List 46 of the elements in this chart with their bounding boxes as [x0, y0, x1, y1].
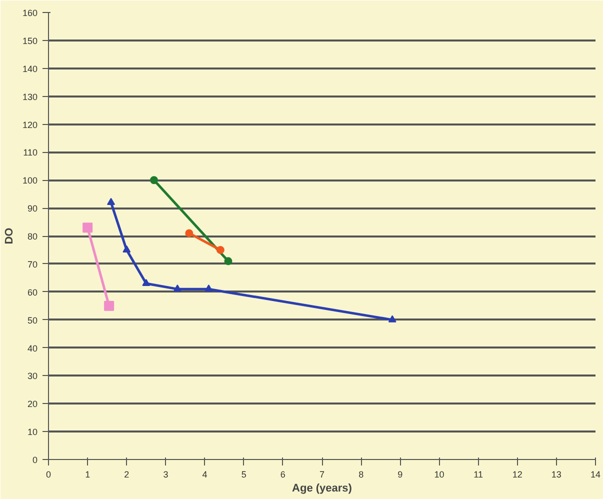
x-tick-label: 9: [398, 470, 403, 480]
y-axis-title: DO: [3, 227, 16, 244]
y-tick-label: 0: [32, 455, 38, 465]
x-tick-label: 10: [434, 470, 444, 480]
point: [224, 257, 232, 266]
y-tick-label: 20: [27, 399, 38, 410]
point: [82, 222, 93, 233]
x-tick-label: 12: [512, 470, 522, 480]
x-tick-label: 3: [163, 470, 168, 480]
x-tick-label: 8: [358, 470, 364, 480]
x-tick-label: 13: [551, 470, 562, 480]
y-tick-label: 90: [27, 204, 38, 214]
y-tick-label: 80: [27, 232, 38, 242]
x-tick-label: 11: [474, 470, 483, 480]
y-tick-label: 30: [27, 371, 38, 382]
point: [216, 246, 224, 254]
y-tick-label: 160: [22, 8, 38, 18]
x-tick-label: 6: [280, 470, 286, 480]
point: [122, 245, 131, 252]
y-tick-label: 150: [22, 36, 38, 46]
x-axis-title: Age (years): [292, 482, 352, 494]
y-tick-label: 60: [27, 287, 38, 298]
y-tick-label: 70: [27, 259, 38, 270]
y-tick-label: 50: [27, 315, 38, 326]
point: [173, 284, 182, 292]
y-tick-label: 130: [22, 92, 38, 102]
point: [107, 198, 116, 205]
x-tick-label: 1: [85, 470, 90, 480]
x-tick-label: 0: [46, 470, 52, 480]
y-tick-label: 110: [23, 148, 38, 158]
point: [185, 229, 194, 238]
y-tick-label: 10: [27, 427, 38, 438]
y-tick-label: 140: [22, 64, 38, 74]
x-tick-label: 2: [124, 470, 130, 480]
y-tick-label: 120: [22, 120, 38, 130]
point: [150, 176, 158, 184]
point: [204, 284, 213, 292]
point: [388, 315, 396, 322]
point: [104, 300, 114, 311]
point: [142, 278, 150, 286]
y-tick-label: 100: [22, 176, 38, 186]
x-tick-label: 14: [590, 470, 601, 480]
x-tick-label: 5: [241, 470, 246, 480]
y-tick-label: 40: [27, 343, 38, 354]
x-tick-label: 7: [319, 470, 325, 480]
x-tick-label: 4: [202, 470, 208, 480]
